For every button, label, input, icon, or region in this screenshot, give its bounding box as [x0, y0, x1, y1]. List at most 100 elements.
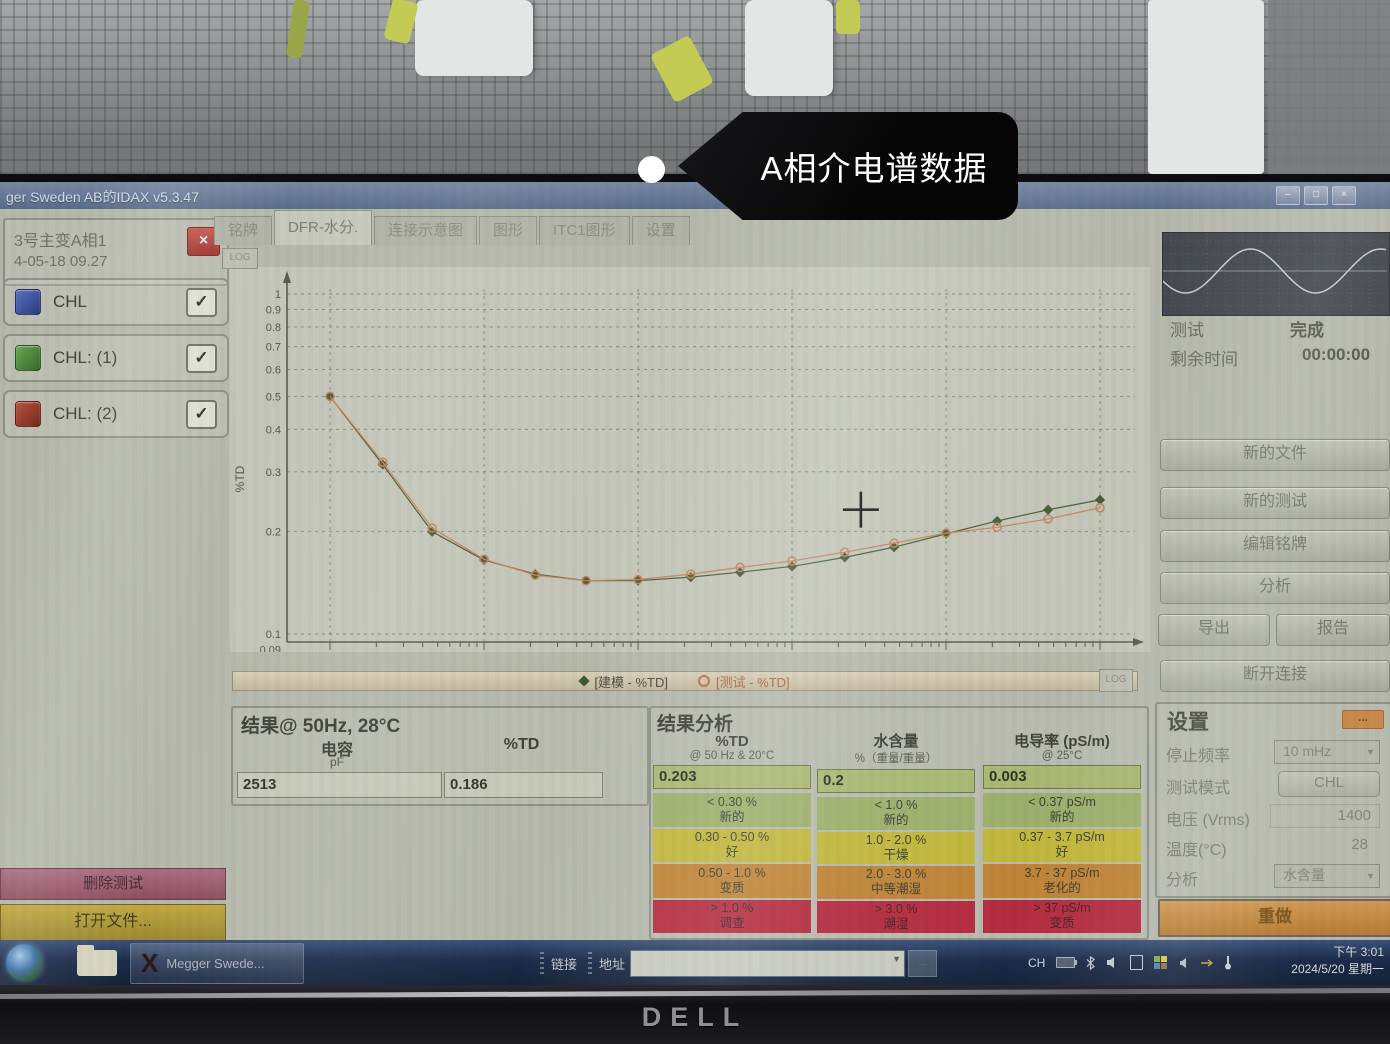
test-status-value: 完成: [1290, 321, 1324, 340]
range-text: < 1.0 %: [874, 798, 918, 813]
tab-settings[interactable]: 设置: [631, 216, 690, 245]
assessment-row: < 0.30 % 新的: [653, 793, 811, 827]
maximize-icon[interactable]: □: [1304, 186, 1328, 205]
assessment-text: 干燥: [883, 847, 909, 862]
stop-frequency-dropdown[interactable]: 10 mHz ▼: [1274, 740, 1380, 764]
legend-model-label: [建模 - %TD]: [594, 674, 668, 690]
analysis-column-water: 水含量 %（重量/重量） 0.2 < 1.0 % 新的 1.0 - 2.0 % …: [817, 733, 975, 933]
channel-row-chl[interactable]: CHL ✓: [3, 278, 229, 326]
legend-test-label: [测试 - %TD]: [716, 674, 790, 690]
language-indicator[interactable]: CH: [1028, 955, 1046, 970]
settings-panel: 设置 ... 停止频率 10 mHz ▼ 测试模式 CHL 电压 (Vrms) …: [1155, 702, 1390, 898]
speaker-icon[interactable]: [1106, 956, 1119, 969]
legend-test: [测试 - %TD]: [698, 672, 790, 691]
clock-date: 2024/5/20 星期一: [1291, 962, 1384, 976]
white-pillar: [1148, 0, 1264, 174]
start-menu-icon[interactable]: [6, 944, 43, 981]
assessment-row: > 3.0 % 潮湿: [817, 900, 975, 933]
new-file-button[interactable]: 新的文件: [1160, 439, 1390, 471]
assessment-text: 新的: [883, 813, 909, 828]
laptop-bezel-bottom: DELL: [0, 985, 1390, 1044]
channel-row-chl-1[interactable]: CHL: (1) ✓: [3, 334, 229, 382]
column-header: 电导率 (pS/m): [1014, 733, 1110, 750]
redo-button[interactable]: 重做: [1158, 899, 1390, 937]
assessment-text: 潮湿: [883, 916, 909, 931]
voltage-field[interactable]: 1400: [1270, 804, 1380, 828]
toolbar-grip[interactable]: [540, 950, 544, 974]
tab-bar: 铭牌 DFR-水分. 连接示意图 图形 ITC1图形 设置: [214, 210, 692, 245]
export-button[interactable]: 导出: [1158, 614, 1270, 646]
folder-icon[interactable]: [77, 945, 117, 976]
svg-text:1: 1: [275, 289, 281, 301]
capacitance-value: 2513: [237, 772, 442, 798]
tab-nameplate[interactable]: 铭牌: [214, 216, 273, 245]
assessment-text: 调查: [719, 916, 745, 931]
range-text: > 1.0 %: [710, 901, 754, 916]
analysis-mode-dropdown[interactable]: 水含量 ▼: [1274, 864, 1380, 888]
delete-test-button[interactable]: 删除测试: [0, 868, 226, 900]
svg-text:0.1: 0.1: [266, 629, 281, 641]
chevron-down-icon: ▼: [892, 954, 901, 964]
tab-itc1-graph[interactable]: ITC1图形: [539, 216, 630, 245]
display-grid-icon[interactable]: [1154, 955, 1168, 970]
stop-frequency-label: 停止频率: [1166, 748, 1231, 765]
test-status-label: 测试: [1170, 321, 1204, 340]
dfr-chart: 10.90.80.70.60.50.40.30.20.10.0910 mHz10…: [230, 267, 1150, 667]
analysis-value: 0.003: [983, 765, 1141, 789]
svg-text:0.9: 0.9: [266, 305, 281, 317]
test-date: 4-05-18 09.27: [14, 253, 108, 270]
svg-text:0.4: 0.4: [266, 424, 281, 436]
analysis-value: 0.2: [817, 769, 975, 793]
thermometer-icon[interactable]: [1224, 955, 1232, 970]
clock-time: 下午 3:01: [1333, 945, 1384, 959]
background-scene: [0, 0, 1390, 174]
battery-icon[interactable]: [1056, 957, 1078, 968]
report-button[interactable]: 报告: [1276, 614, 1390, 646]
usb-plug-icon[interactable]: [1200, 957, 1214, 969]
assessment-row: > 1.0 % 调查: [653, 899, 811, 933]
test-mode-label: 测试模式: [1166, 780, 1231, 797]
address-toolbar-label: 地址: [599, 957, 626, 972]
test-name: 3号主变A相1: [14, 233, 107, 250]
taskbar: X Megger Swede... 链接 地址 ▼ → CH: [0, 940, 1390, 985]
channel-row-chl-2[interactable]: CHL: (2) ✓: [3, 390, 229, 438]
svg-text:0.7: 0.7: [266, 342, 281, 354]
settings-more-button[interactable]: ...: [1342, 710, 1384, 729]
svg-text:0.5: 0.5: [266, 391, 281, 403]
svg-text:0.6: 0.6: [266, 364, 281, 376]
analyze-button[interactable]: 分析: [1160, 572, 1390, 604]
minimize-icon[interactable]: –: [1276, 186, 1300, 205]
chart-canvas: 10.90.80.70.60.50.40.30.20.10.0910 mHz10…: [233, 271, 1144, 667]
model-diamond-marker-icon: [578, 675, 590, 687]
hinge-highlight: [0, 987, 1390, 1000]
tab-graph[interactable]: 图形: [479, 216, 538, 245]
channel-checkbox[interactable]: ✓: [186, 343, 217, 373]
close-icon[interactable]: ×: [1332, 186, 1356, 205]
assessment-text: 老化的: [1043, 880, 1081, 895]
edit-nameplate-button[interactable]: 编辑铭牌: [1160, 530, 1390, 562]
range-text: < 0.37 pS/m: [1028, 794, 1096, 809]
sine-wave-icon: [1162, 233, 1387, 313]
yellow-cable: [836, 0, 860, 34]
taskbar-app-button[interactable]: X Megger Swede...: [130, 943, 304, 984]
log-scale-button[interactable]: LOG: [222, 248, 258, 269]
toolbar-grip[interactable]: [588, 950, 592, 974]
bluetooth-icon[interactable]: [1086, 955, 1096, 970]
new-test-button[interactable]: 新的测试: [1160, 487, 1390, 519]
tab-dfr-moisture[interactable]: DFR-水分.: [274, 210, 373, 245]
channel-checkbox[interactable]: ✓: [186, 399, 217, 429]
log-scale-button-bottom[interactable]: LOG: [1099, 669, 1133, 692]
open-file-button[interactable]: 打开文件...: [0, 904, 226, 941]
assessment-row: 3.7 - 37 pS/m 老化的: [983, 864, 1141, 898]
test-mode-button[interactable]: CHL: [1278, 771, 1380, 797]
clipboard-icon[interactable]: [1130, 955, 1144, 970]
address-input[interactable]: ▼: [630, 950, 905, 977]
svg-text:0.8: 0.8: [266, 322, 281, 334]
assessment-row: < 0.37 pS/m 新的: [983, 793, 1141, 827]
speaker-small-icon[interactable]: [1179, 957, 1189, 969]
disconnect-button[interactable]: 断开连接: [1160, 660, 1390, 692]
channel-checkbox[interactable]: ✓: [186, 287, 217, 317]
address-go-icon[interactable]: →: [908, 950, 937, 977]
tab-connection-diagram[interactable]: 连接示意图: [374, 216, 478, 245]
